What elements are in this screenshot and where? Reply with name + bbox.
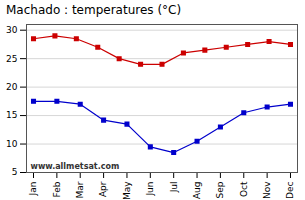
svg-text:Feb: Feb [52, 181, 62, 197]
svg-text:25: 25 [6, 54, 17, 64]
svg-text:www.allmetsat.com: www.allmetsat.com [31, 162, 120, 171]
svg-text:Dec: Dec [285, 181, 295, 198]
svg-text:30: 30 [6, 25, 18, 35]
svg-text:Mar: Mar [75, 181, 85, 198]
svg-text:Jan: Jan [28, 182, 38, 197]
svg-text:Nov: Nov [262, 181, 272, 199]
svg-text:Jun: Jun [145, 182, 155, 197]
svg-text:Jul: Jul [169, 182, 179, 194]
svg-text:Aug: Aug [192, 182, 202, 200]
svg-text:10: 10 [6, 139, 18, 149]
svg-text:Oct: Oct [239, 181, 249, 197]
svg-text:May: May [122, 181, 132, 200]
svg-text:Sep: Sep [215, 181, 225, 198]
html-text:Machado : temperatures (°C): Machado : temperatures (°C) [6, 3, 182, 17]
svg-text:5: 5 [12, 167, 18, 177]
svg-text:Apr: Apr [98, 181, 108, 197]
svg-text:20: 20 [6, 82, 18, 92]
svg-text:15: 15 [6, 110, 17, 120]
